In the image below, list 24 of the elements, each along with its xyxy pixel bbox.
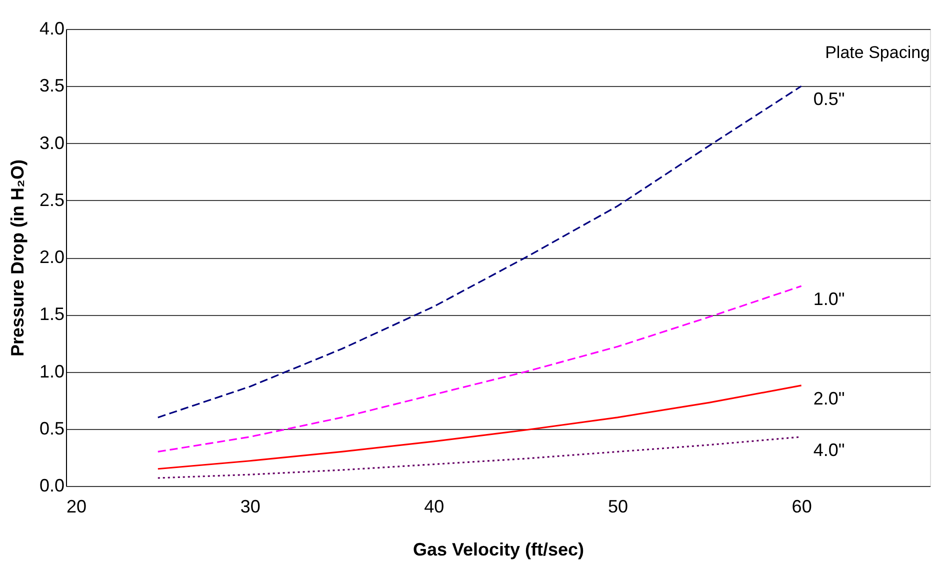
x-tick-label: 60 [792,496,812,516]
y-tick-label: 2.5 [39,190,64,210]
x-tick-label: 50 [608,496,628,516]
x-tick-label: 20 [66,496,87,516]
legend-title: Plate Spacing [825,43,930,62]
y-tick-label: 3.5 [39,76,64,96]
x-axis-title: Gas Velocity (ft/sec) [412,540,584,560]
line-series [157,384,802,470]
y-tick-label: 1.5 [39,304,64,324]
series-label: 0.5" [813,89,845,110]
y-axis-title: Pressure Drop (in H₂O) [7,159,28,357]
series-label: 2.0" [813,388,845,408]
series-label: 4.0" [813,440,845,460]
y-tick-label: 0.5 [39,418,64,438]
line-series [157,285,802,453]
y-tick-label: 1.0 [39,361,64,382]
x-tick-label: 30 [240,496,260,516]
y-tick-label: 4.0 [39,18,64,38]
y-tick-label: 3.0 [39,132,64,153]
series-label: 1.0" [813,289,845,310]
y-tick-label: 0.0 [39,476,64,496]
x-tick-label: 40 [424,496,444,516]
line-series [157,85,802,418]
y-tick-label: 2.0 [39,247,64,267]
